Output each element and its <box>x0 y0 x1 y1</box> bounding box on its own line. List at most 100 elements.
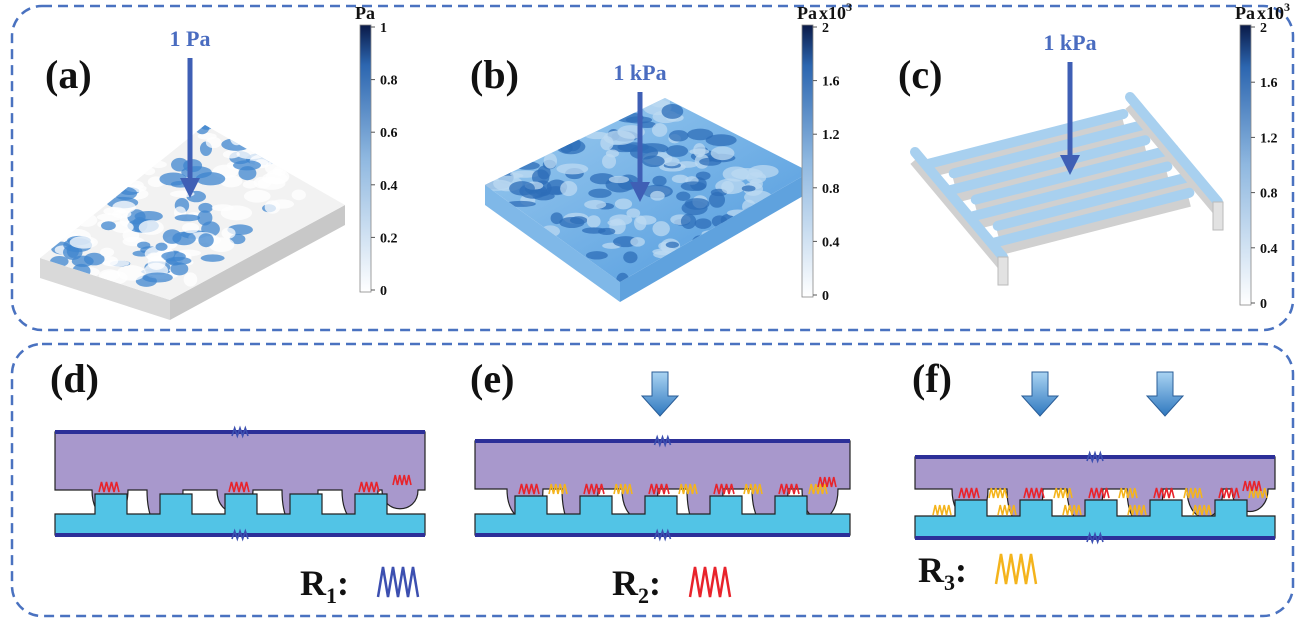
bump <box>642 155 664 167</box>
bump <box>609 176 629 183</box>
spring <box>933 505 951 515</box>
bump <box>248 139 277 151</box>
press-arrow <box>1147 372 1183 416</box>
bump <box>687 129 713 141</box>
resistance-label: R3: <box>918 550 967 595</box>
bump <box>170 262 188 275</box>
bump <box>223 150 240 158</box>
bump <box>282 148 297 161</box>
bump <box>182 223 199 233</box>
colorbar-tick-label: 1.2 <box>822 128 840 143</box>
colorbar-tick-label: 2 <box>822 21 829 36</box>
bump <box>163 229 182 244</box>
press-arrow <box>642 372 678 416</box>
bump <box>586 251 608 259</box>
legend-spring <box>378 567 418 597</box>
bump <box>117 265 146 281</box>
press-arrow <box>1022 372 1058 416</box>
colorbar-tick-label: 0.4 <box>1260 242 1278 257</box>
pressure-label: 1 kPa <box>613 60 666 85</box>
bump <box>288 159 319 167</box>
bump <box>652 176 666 186</box>
bump <box>650 191 665 201</box>
colorbar <box>360 25 371 292</box>
colorbar-unit: Pa <box>797 3 817 23</box>
bump <box>290 162 310 169</box>
bump <box>161 251 186 261</box>
colorbar-multiplier: x103 <box>1257 0 1290 23</box>
bump <box>681 181 706 191</box>
bump <box>175 214 201 221</box>
pressure-label: 1 Pa <box>170 26 211 51</box>
exponent: 3 <box>846 0 852 14</box>
bump <box>515 161 540 169</box>
colorbar-tick-label: 0.4 <box>822 235 840 250</box>
colorbar-tick-label: 0.8 <box>822 182 840 197</box>
bump <box>265 200 281 214</box>
bump <box>666 145 688 157</box>
bump <box>663 157 680 166</box>
suffix: : <box>337 563 349 603</box>
bump <box>101 221 116 230</box>
bump <box>587 215 601 227</box>
symbol: R <box>612 563 639 603</box>
bump <box>559 217 584 228</box>
resistance-label: R2: <box>612 563 661 608</box>
bump <box>652 221 669 236</box>
bump <box>70 236 98 249</box>
bump <box>150 161 167 168</box>
exponent: 3 <box>1284 0 1290 14</box>
multiplier: x10 <box>819 3 846 23</box>
bump <box>652 123 667 137</box>
bump <box>630 237 645 247</box>
bump <box>244 190 271 203</box>
bump <box>97 213 123 221</box>
legend-spring <box>690 567 730 597</box>
colorbar-tick-label: 2 <box>1260 21 1267 36</box>
bump <box>588 189 611 198</box>
bump <box>529 189 551 196</box>
bump <box>623 251 637 263</box>
bump <box>615 199 632 210</box>
bump <box>709 192 725 208</box>
colorbar-tick-label: 0.6 <box>380 126 398 141</box>
bump <box>274 150 291 158</box>
colorbar-unit: Pa <box>1235 3 1255 23</box>
subscript: 1 <box>326 583 337 608</box>
subscript: 3 <box>944 570 955 595</box>
bump <box>636 215 656 224</box>
bump <box>112 201 136 213</box>
bump <box>666 242 679 248</box>
bump <box>606 149 619 157</box>
bump <box>544 153 557 169</box>
bump <box>221 228 235 239</box>
bump <box>143 167 155 175</box>
bump <box>676 192 690 201</box>
bump <box>201 254 225 261</box>
bump <box>560 143 573 153</box>
bump <box>170 191 195 198</box>
symbol: R <box>918 550 945 590</box>
bump <box>560 181 577 196</box>
colorbar-tick-label: 0 <box>822 289 829 304</box>
bump <box>604 130 635 145</box>
colorbar-tick-label: 0.4 <box>380 179 398 194</box>
colorbar-multiplier: x103 <box>819 0 852 23</box>
bump <box>681 214 696 229</box>
pressure-label: 1 kPa <box>1043 30 1096 55</box>
bump <box>684 198 709 210</box>
bump <box>689 149 709 155</box>
multiplier: x10 <box>1257 3 1284 23</box>
panel-label: (b) <box>470 52 519 97</box>
bump <box>181 166 212 178</box>
bump <box>742 185 756 191</box>
colorbar-tick-label: 0.8 <box>380 74 398 89</box>
bump <box>584 200 606 209</box>
bump <box>195 122 209 134</box>
colorbar-tick-label: 0 <box>380 284 387 299</box>
bump <box>711 146 735 160</box>
symbol: R <box>300 563 327 603</box>
bump <box>233 160 261 170</box>
bump <box>306 161 335 174</box>
bump <box>76 214 97 227</box>
